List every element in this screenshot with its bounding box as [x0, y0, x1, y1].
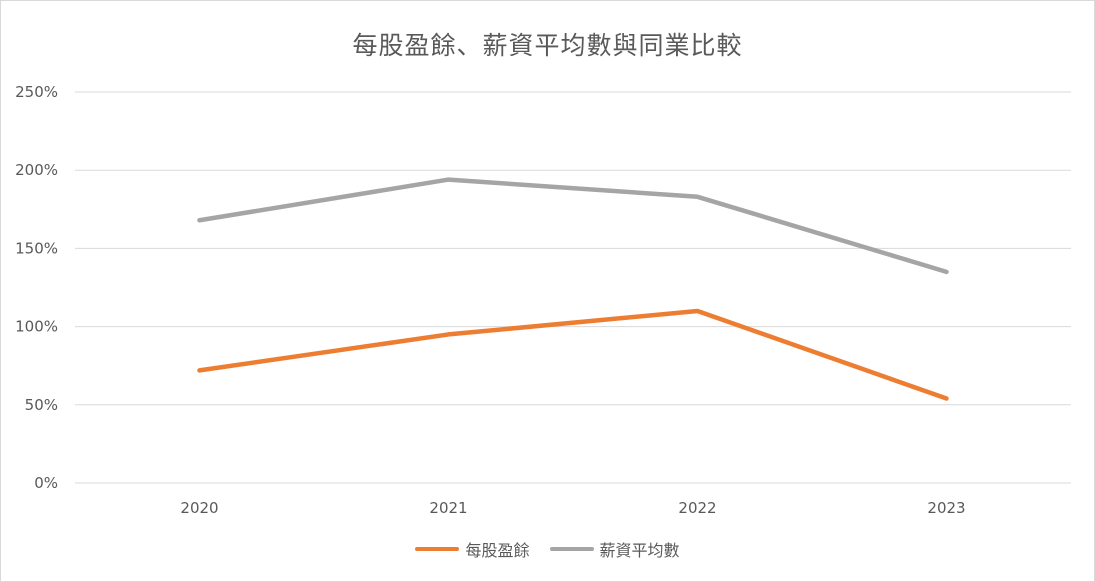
- legend-swatch-eps: [415, 547, 460, 551]
- x-tick-label: 2021: [429, 499, 467, 517]
- y-tick-label: 0%: [34, 474, 58, 492]
- legend-item-salary: 薪資平均數: [549, 537, 680, 561]
- legend-label-salary: 薪資平均數: [599, 541, 680, 560]
- y-tick-label: 150%: [15, 239, 58, 257]
- y-tick-label: 100%: [15, 318, 58, 336]
- x-tick-label: 2022: [678, 499, 716, 517]
- y-tick-label: 50%: [25, 396, 58, 414]
- x-tick-label: 2020: [180, 499, 218, 517]
- series-line-0: [197, 308, 949, 401]
- legend-swatch-salary: [549, 547, 594, 551]
- legend-item-eps: 每股盈餘: [415, 537, 530, 561]
- y-tick-label: 250%: [15, 83, 58, 101]
- x-tick-label: 2023: [927, 499, 965, 517]
- y-tick-label: 200%: [15, 161, 58, 179]
- legend-label-eps: 每股盈餘: [465, 541, 530, 560]
- legend: 每股盈餘 薪資平均數: [0, 537, 1095, 561]
- series-line-1: [197, 177, 949, 275]
- chart-title: 每股盈餘、薪資平均數與同業比較: [352, 31, 743, 60]
